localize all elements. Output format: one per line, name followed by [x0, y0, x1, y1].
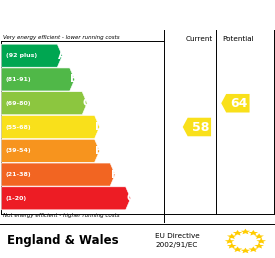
Text: (92 plus): (92 plus) [6, 53, 37, 58]
Polygon shape [249, 246, 258, 252]
Text: (1-20): (1-20) [6, 196, 27, 201]
Text: B: B [70, 75, 78, 84]
Text: (39-54): (39-54) [6, 148, 31, 153]
Text: Potential: Potential [222, 36, 254, 43]
Text: Very energy efficient - lower running costs: Very energy efficient - lower running co… [3, 35, 119, 39]
Polygon shape [249, 230, 258, 236]
Text: D: D [95, 122, 104, 132]
Text: 64: 64 [230, 97, 248, 110]
Text: England & Wales: England & Wales [7, 234, 119, 247]
Polygon shape [183, 118, 211, 136]
Text: Not energy efficient - higher running costs: Not energy efficient - higher running co… [3, 213, 119, 219]
Polygon shape [254, 243, 264, 248]
Polygon shape [227, 243, 236, 248]
Polygon shape [227, 233, 236, 239]
Text: (21-38): (21-38) [6, 172, 31, 177]
Text: EU Directive
2002/91/EC: EU Directive 2002/91/EC [155, 233, 200, 248]
Text: (81-91): (81-91) [6, 77, 31, 82]
Text: Energy Efficiency Rating: Energy Efficiency Rating [7, 8, 190, 21]
Text: F: F [111, 170, 118, 180]
Polygon shape [1, 187, 131, 210]
Text: (55-68): (55-68) [6, 125, 31, 130]
Text: C: C [83, 98, 90, 108]
Text: E: E [95, 146, 102, 156]
Text: 58: 58 [192, 120, 210, 133]
Polygon shape [241, 248, 250, 253]
Text: Current: Current [186, 36, 213, 43]
Polygon shape [1, 68, 75, 91]
Polygon shape [1, 92, 87, 115]
Polygon shape [241, 229, 250, 234]
Polygon shape [256, 238, 266, 244]
Polygon shape [1, 163, 115, 186]
Text: A: A [58, 51, 66, 61]
Polygon shape [1, 139, 100, 162]
Polygon shape [225, 238, 235, 244]
Polygon shape [1, 116, 100, 139]
Text: G: G [126, 193, 135, 203]
Polygon shape [254, 233, 264, 239]
Polygon shape [221, 94, 250, 112]
Text: (69-80): (69-80) [6, 101, 31, 106]
Polygon shape [233, 246, 242, 252]
Polygon shape [1, 44, 62, 67]
Polygon shape [233, 230, 242, 236]
